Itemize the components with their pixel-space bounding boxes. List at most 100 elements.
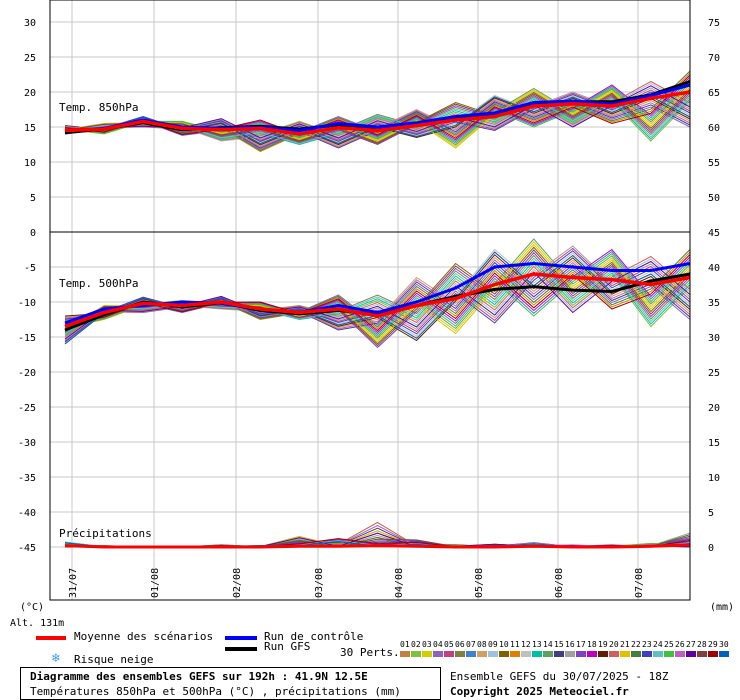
pert-id-label: 13 — [532, 640, 542, 649]
t850-member-line — [64, 74, 691, 139]
pert-id-label: 01 — [400, 640, 410, 649]
pert-id-label: 08 — [477, 640, 487, 649]
pert-id-label: 23 — [642, 640, 652, 649]
pert-id-label: 28 — [697, 640, 707, 649]
pert-color-swatch — [510, 651, 520, 657]
pert-id-label: 15 — [554, 640, 564, 649]
pert-color-swatch — [708, 651, 718, 657]
pert-color-swatch — [411, 651, 421, 657]
pert-color-swatch — [521, 651, 531, 657]
pert-id-label: 24 — [653, 640, 663, 649]
right-tick-label: 25 — [708, 368, 720, 379]
legend-control-label: Run de contrôle — [264, 630, 364, 643]
snowflake-icon: ❄ — [52, 651, 60, 666]
date-label: 06/08 — [554, 568, 565, 598]
pert-color-swatch — [620, 651, 630, 657]
pert-id-label: 11 — [510, 640, 520, 649]
right-tick-label: 70 — [708, 53, 720, 64]
left-tick-label: -5 — [24, 263, 36, 274]
pert-id-label: 20 — [609, 640, 619, 649]
right-tick-label: 30 — [708, 333, 720, 344]
panel-label-precipitations: Précipitations — [59, 527, 152, 540]
pert-id-label: 03 — [422, 640, 432, 649]
legend-snow-label: Risque neige — [74, 653, 154, 666]
right-tick-label: 0 — [708, 543, 714, 554]
left-tick-label: 5 — [30, 193, 36, 204]
pert-color-swatch — [532, 651, 542, 657]
right-tick-label: 50 — [708, 193, 720, 204]
pert-id-label: 07 — [466, 640, 476, 649]
right-tick-label: 10 — [708, 473, 720, 484]
left-tick-label: -30 — [18, 438, 36, 449]
pert-color-swatch — [488, 651, 498, 657]
pert-color-swatch — [543, 651, 553, 657]
right-tick-label: 40 — [708, 263, 720, 274]
pert-id-label: 12 — [521, 640, 531, 649]
precip-mean-line — [64, 543, 691, 549]
date-label: 02/08 — [232, 568, 243, 598]
pert-id-label: 18 — [587, 640, 597, 649]
pert-color-swatch — [499, 651, 509, 657]
left-tick-label: -45 — [18, 543, 36, 554]
t500-member-line — [64, 255, 691, 338]
pert-id-label: 19 — [598, 640, 608, 649]
pert-color-swatch — [466, 651, 476, 657]
pert-color-swatch — [422, 651, 432, 657]
pert-color-swatch — [664, 651, 674, 657]
date-label: 04/08 — [394, 568, 405, 598]
pert-color-swatch — [642, 651, 652, 657]
pert-color-swatch — [554, 651, 564, 657]
left-tick-label: -10 — [18, 298, 36, 309]
altitude-label: Alt. 131m — [10, 618, 64, 629]
left-tick-label: 20 — [24, 88, 36, 99]
right-tick-label: 45 — [708, 228, 720, 239]
legend-gfs-label: Run GFS — [264, 640, 311, 653]
pert-id-label: 05 — [444, 640, 454, 649]
pert-id-label: 14 — [543, 640, 553, 649]
pert-color-swatch — [631, 651, 641, 657]
pert-id-label: 26 — [675, 640, 685, 649]
pert-color-swatch — [686, 651, 696, 657]
t500-member-line — [64, 254, 691, 332]
pert-color-swatch — [609, 651, 619, 657]
footer-title: Diagramme des ensembles GEFS sur 192h : … — [30, 670, 368, 683]
left-tick-label: -35 — [18, 473, 36, 484]
panel-label-850hpa: Temp. 850hPa — [59, 101, 138, 114]
date-label: 31/07 — [68, 568, 79, 598]
plot-frame — [49, 0, 691, 601]
left-tick-label: -15 — [18, 333, 36, 344]
pert-id-label: 21 — [620, 640, 630, 649]
right-tick-label: 65 — [708, 88, 720, 99]
t500-member-line — [64, 260, 691, 340]
right-tick-label: 20 — [708, 403, 720, 414]
series-layer — [64, 70, 691, 549]
legend-gfs-swatch — [225, 647, 257, 651]
right-axis-unit: (mm) — [710, 602, 734, 613]
pert-id-label: 25 — [664, 640, 674, 649]
perturbation-legend: 01 02 03 04 05 06 07 08 09 10 11 12 13 14 15 16 17 18 19 20… — [400, 640, 730, 658]
right-tick-label: 55 — [708, 158, 720, 169]
pert-id-label: 27 — [686, 640, 696, 649]
left-tick-label: 15 — [24, 123, 36, 134]
pert-id-label: 22 — [631, 640, 641, 649]
left-tick-label: -20 — [18, 368, 36, 379]
pert-color-swatch — [400, 651, 410, 657]
footer-subtitle: Températures 850hPa et 500hPa (°C) , pré… — [30, 685, 401, 698]
left-tick-label: -25 — [18, 403, 36, 414]
pert-color-swatch — [444, 651, 454, 657]
pert-color-swatch — [433, 651, 443, 657]
pert-color-swatch — [587, 651, 597, 657]
t500-moyenne-des-sc-narios-line — [64, 272, 691, 329]
pert-color-swatch — [565, 651, 575, 657]
pert-id-label: 30 — [719, 640, 729, 649]
pert-id-label: 04 — [433, 640, 443, 649]
pert-id-label: 09 — [488, 640, 498, 649]
left-tick-label: -40 — [18, 508, 36, 519]
pert-id-label: 10 — [499, 640, 509, 649]
pert-color-swatch — [697, 651, 707, 657]
date-label: 05/08 — [474, 568, 485, 598]
legend-mean-label: Moyenne des scénarios — [74, 630, 214, 643]
pert-color-swatch — [675, 651, 685, 657]
legend-control-swatch — [225, 636, 257, 640]
